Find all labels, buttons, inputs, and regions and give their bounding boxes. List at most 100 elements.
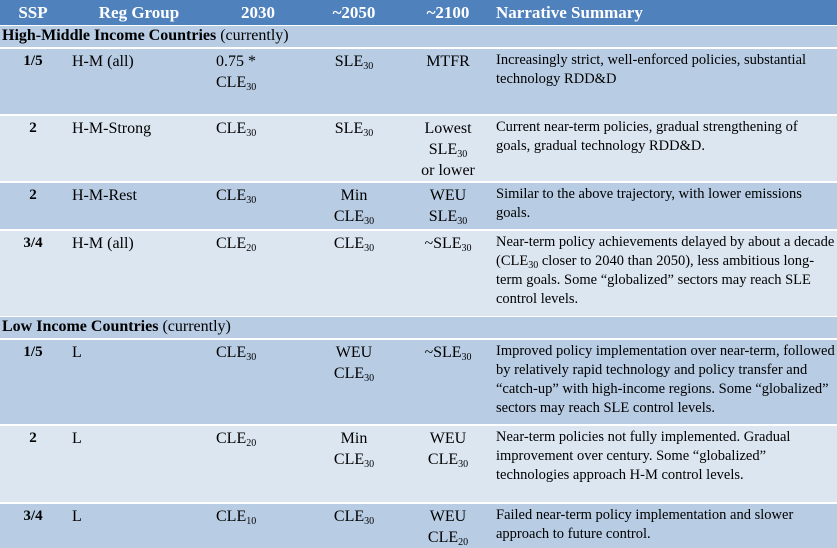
cell-value: SLE bbox=[334, 120, 364, 137]
table-row: 1/5 L CLE30 WEU CLE30 ~SLE30 Improved policy i… bbox=[0, 337, 837, 425]
cell-line: MTFR bbox=[426, 53, 470, 70]
cell-line: 0.75 * bbox=[216, 53, 256, 70]
cell-reg-group: H-M-Strong bbox=[66, 114, 212, 182]
cell-2100: ~SLE30 bbox=[404, 337, 492, 425]
cell-line: CLE20 bbox=[216, 233, 304, 254]
cell-line: CLE30 bbox=[216, 118, 304, 139]
cell-2030: CLE10 bbox=[212, 501, 304, 548]
cell-value: CLE bbox=[216, 235, 247, 252]
cell-value: CLE bbox=[216, 429, 247, 447]
cell-narrative: Current near-term policies, gradual stre… bbox=[492, 114, 837, 182]
cell-2050: CLE30 bbox=[304, 501, 404, 548]
cell-value: SLE bbox=[428, 208, 458, 225]
cell-2030: 0.75 * CLE30 bbox=[212, 47, 304, 115]
cell-subscript: 30 bbox=[364, 515, 375, 527]
header-2050: ~2050 bbox=[304, 0, 404, 26]
cell-2100: MTFR bbox=[404, 47, 492, 115]
cell-2100: ~SLE30 bbox=[404, 229, 492, 316]
header-reg-group: Reg Group bbox=[66, 0, 212, 26]
cell-value: CLE bbox=[216, 120, 247, 137]
cell-reg-group: L bbox=[66, 337, 212, 425]
cell-line: or lower bbox=[421, 162, 475, 179]
cell-line: SLE30 bbox=[304, 51, 404, 72]
cell-narrative: Similar to the above trajectory, with lo… bbox=[492, 181, 837, 230]
cell-value: CLE bbox=[427, 450, 459, 468]
cell-line: CLE30 bbox=[304, 449, 404, 470]
cell-subscript: 30 bbox=[246, 82, 257, 93]
cell-reg-group: L bbox=[66, 423, 212, 503]
table-row: 3/4 H-M (all) CLE20 CLE30 ~SLE30 Near-term po… bbox=[0, 229, 837, 316]
cell-ssp: 1/5 bbox=[0, 47, 66, 115]
section-title: High-Middle Income Countries (currently) bbox=[0, 25, 837, 48]
cell-2030: CLE30 bbox=[212, 181, 304, 230]
cell-ssp: 2 bbox=[0, 181, 66, 230]
header-row: SSP Reg Group 2030 ~2050 ~2100 Narrative… bbox=[0, 0, 837, 26]
cell-subscript: 20 bbox=[246, 243, 257, 254]
cell-narrative: Increasingly strict, well-enforced polic… bbox=[492, 47, 837, 115]
cell-narrative: Improved policy implementation over near… bbox=[492, 337, 837, 425]
cell-line: ~SLE30 bbox=[404, 233, 492, 254]
section-title-bold: High-Middle Income Countries bbox=[2, 27, 217, 44]
cell-value: CLE bbox=[216, 187, 247, 204]
cell-subscript: 30 bbox=[363, 128, 374, 139]
cell-ssp: 2 bbox=[0, 423, 66, 503]
cell-line: CLE30 bbox=[304, 206, 404, 227]
cell-reg-group: H-M-Rest bbox=[66, 181, 212, 230]
cell-value: CLE bbox=[427, 528, 459, 546]
cell-2100: WEU CLE30 bbox=[404, 423, 492, 503]
cell-line: SLE30 bbox=[404, 139, 492, 160]
cell-2050: Min CLE30 bbox=[304, 181, 404, 230]
cell-line: CLE20 bbox=[404, 527, 492, 548]
cell-subscript: 30 bbox=[458, 458, 469, 470]
section-row: High-Middle Income Countries (currently) bbox=[0, 25, 837, 48]
cell-narrative: Failed near-term policy implementation a… bbox=[492, 501, 837, 548]
cell-value: ~SLE bbox=[424, 235, 462, 252]
cell-value: CLE bbox=[333, 450, 365, 468]
section-title-rest: (currently) bbox=[158, 317, 231, 335]
section-title: Low Income Countries (currently) bbox=[0, 315, 837, 339]
narrative-text: Near-term policy achievements delayed by… bbox=[496, 234, 835, 269]
cell-2050: SLE30 bbox=[304, 114, 404, 182]
cell-2100: WEU CLE20 bbox=[404, 501, 492, 548]
cell-2030: CLE20 bbox=[212, 229, 304, 316]
cell-line: WEU bbox=[429, 429, 467, 447]
table-row: 2 H-M-Strong CLE30 SLE30 Lowest SLE30 or lower… bbox=[0, 114, 837, 182]
cell-subscript: 20 bbox=[246, 437, 257, 449]
narrative-subscript: 30 bbox=[528, 260, 539, 271]
cell-value: CLE bbox=[333, 507, 365, 525]
cell-value: SLE bbox=[428, 141, 458, 158]
header-ssp: SSP bbox=[0, 0, 66, 26]
cell-2050: Min CLE30 bbox=[304, 423, 404, 503]
cell-ssp: 3/4 bbox=[0, 229, 66, 316]
cell-2030: CLE30 bbox=[212, 337, 304, 425]
cell-subscript: 30 bbox=[457, 149, 468, 160]
cell-line: CLE10 bbox=[216, 506, 304, 527]
table-row: 2 H-M-Rest CLE30 Min CLE30 WEU SLE30 Similar to… bbox=[0, 181, 837, 230]
cell-line: CLE30 bbox=[304, 506, 404, 527]
cell-line: WEU bbox=[429, 507, 467, 525]
cell-line: CLE30 bbox=[216, 72, 304, 93]
cell-reg-group: H-M (all) bbox=[66, 47, 212, 115]
cell-2030: CLE30 bbox=[212, 114, 304, 182]
cell-subscript: 30 bbox=[461, 243, 472, 254]
cell-value: CLE bbox=[216, 343, 247, 361]
cell-line: CLE30 bbox=[404, 449, 492, 470]
cell-2050: WEU CLE30 bbox=[304, 337, 404, 425]
cell-ssp: 3/4 bbox=[0, 501, 66, 548]
cell-2050: SLE30 bbox=[304, 47, 404, 115]
narrative-text: closer to 2040 than 2050), less ambitiou… bbox=[496, 253, 815, 307]
cell-2100: Lowest SLE30 or lower bbox=[404, 114, 492, 182]
cell-line: CLE30 bbox=[304, 233, 404, 254]
cell-subscript: 30 bbox=[461, 351, 472, 363]
cell-value: CLE bbox=[333, 208, 365, 225]
cell-subscript: 30 bbox=[364, 372, 375, 384]
cell-line: Min bbox=[340, 187, 368, 204]
cell-line: WEU bbox=[429, 187, 467, 204]
cell-2050: CLE30 bbox=[304, 229, 404, 316]
cell-ssp: 2 bbox=[0, 114, 66, 182]
section-row: Low Income Countries (currently) bbox=[0, 315, 837, 339]
section-title-rest: (currently) bbox=[216, 27, 289, 44]
table-body: High-Middle Income Countries (currently)… bbox=[0, 25, 837, 548]
cell-line: CLE30 bbox=[216, 185, 304, 206]
